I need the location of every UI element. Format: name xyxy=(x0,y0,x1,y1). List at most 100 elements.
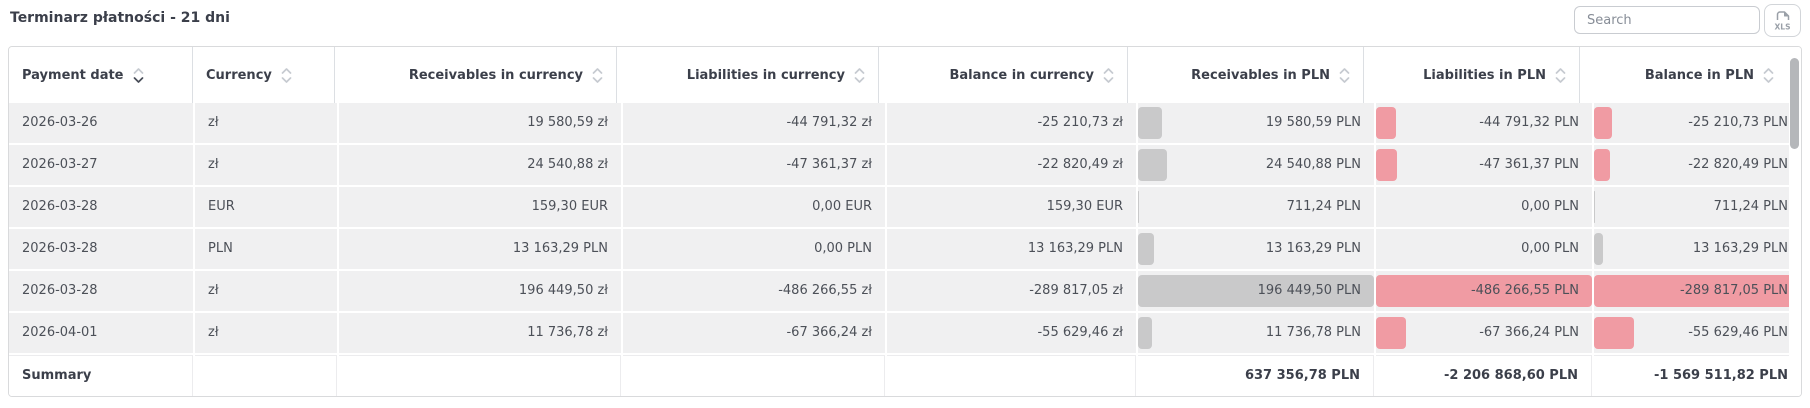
positive-value-bar xyxy=(1594,233,1604,265)
table-row[interactable]: 2026-04-01 zł 11 736,78 zł -67 366,24 zł -55… xyxy=(9,313,1801,355)
cell-value: 711,24 PLN xyxy=(1713,199,1788,214)
chevron-up-icon xyxy=(1339,67,1350,74)
cell-balance-in-pln: -55 629,46 PLN xyxy=(1594,313,1801,353)
cell-liabilities-in-currency: 0,00 PLN xyxy=(623,229,885,269)
column-header-balance-in-pln[interactable]: Balance in PLN xyxy=(1580,47,1787,103)
cell-value: 2026-03-27 xyxy=(22,157,98,172)
cell-payment-date: 2026-04-01 xyxy=(9,313,193,353)
cell-liabilities-in-pln: -67 366,24 PLN xyxy=(1376,313,1592,353)
chevron-down-icon xyxy=(1763,76,1774,83)
xls-export-button[interactable]: XLS xyxy=(1764,4,1801,37)
table-header-row: Payment date Currency Receivables in curre… xyxy=(9,47,1801,103)
column-header-liabilities-in-currency[interactable]: Liabilities in currency xyxy=(617,47,879,103)
cell-balance-in-currency: -289 817,05 zł xyxy=(887,271,1136,311)
negative-value-bar xyxy=(1594,149,1611,181)
xls-file-icon: XLS xyxy=(1775,11,1790,32)
cell-value: -486 266,55 zł xyxy=(778,283,872,298)
column-header-receivables-in-pln[interactable]: Receivables in PLN xyxy=(1128,47,1364,103)
cell-liabilities-in-currency: -67 366,24 zł xyxy=(623,313,885,353)
cell-liabilities-in-currency: -486 266,55 zł xyxy=(623,271,885,311)
column-header-receivables-in-currency[interactable]: Receivables in currency xyxy=(335,47,617,103)
cell-value: -67 366,24 PLN xyxy=(1479,325,1579,340)
column-header-currency[interactable]: Currency xyxy=(193,47,335,103)
chevron-up-icon xyxy=(1555,67,1566,74)
cell-value: 159,30 EUR xyxy=(1046,199,1123,214)
chevron-up-icon xyxy=(1763,67,1774,74)
cell-receivables-in-currency: 196 449,50 zł xyxy=(339,271,621,311)
cell-value: 13 163,29 PLN xyxy=(1692,241,1788,256)
cell-balance-in-pln: -22 820,49 PLN xyxy=(1594,145,1801,185)
sort-icon[interactable] xyxy=(1339,67,1350,83)
cell-value: 11 736,78 zł xyxy=(527,325,608,340)
cell-value: -289 817,05 PLN xyxy=(1679,283,1788,298)
chevron-up-icon xyxy=(592,67,603,74)
cell-balance-in-currency: 13 163,29 PLN xyxy=(887,229,1136,269)
sort-icon[interactable] xyxy=(854,67,865,83)
scrollbar-thumb[interactable] xyxy=(1790,58,1799,149)
cell-value: -47 361,37 PLN xyxy=(1479,157,1579,172)
cell-value: EUR xyxy=(208,199,235,214)
column-label: Currency xyxy=(206,67,272,83)
cell-liabilities-in-pln: -44 791,32 PLN xyxy=(1376,103,1592,143)
cell-value: 196 449,50 PLN xyxy=(1257,283,1361,298)
column-header-balance-in-currency[interactable]: Balance in currency xyxy=(879,47,1128,103)
sort-icon[interactable] xyxy=(281,67,292,83)
cell-balance-in-pln: 711,24 PLN xyxy=(1594,187,1801,227)
column-label: Liabilities in currency xyxy=(686,67,845,83)
chevron-down-icon xyxy=(592,76,603,83)
column-label: Liabilities in PLN xyxy=(1423,67,1546,83)
cell-liabilities-in-pln: -47 361,37 PLN xyxy=(1376,145,1592,185)
column-label: Balance in PLN xyxy=(1644,67,1754,83)
cell-payment-date: 2026-03-27 xyxy=(9,145,193,185)
cell-value: 196 449,50 zł xyxy=(518,283,608,298)
cell-value: 24 540,88 zł xyxy=(527,157,608,172)
cell-liabilities-in-pln: 0,00 PLN xyxy=(1376,229,1592,269)
table-row[interactable]: 2026-03-26 zł 19 580,59 zł -44 791,32 zł -25… xyxy=(9,103,1801,145)
cell-receivables-in-pln: 24 540,88 PLN xyxy=(1138,145,1374,185)
table-row[interactable]: 2026-03-28 EUR 159,30 EUR 0,00 EUR 159,30 EU… xyxy=(9,187,1801,229)
cell-balance-in-currency: -22 820,49 zł xyxy=(887,145,1136,185)
cell-payment-date: 2026-03-28 xyxy=(9,187,193,227)
table-row[interactable]: 2026-03-28 zł 196 449,50 zł -486 266,55 zł -… xyxy=(9,271,1801,313)
positive-value-bar xyxy=(1138,191,1139,223)
chevron-up-icon xyxy=(1103,67,1114,74)
cell-currency: PLN xyxy=(195,229,337,269)
cell-balance-in-pln: -289 817,05 PLN xyxy=(1594,271,1801,311)
summary-label: Summary xyxy=(9,355,193,396)
cell-receivables-in-pln: 711,24 PLN xyxy=(1138,187,1374,227)
cell-currency: zł xyxy=(195,313,337,353)
cell-currency: zł xyxy=(195,145,337,185)
summary-row: Summary 637 356,78 PLN -2 206 868,60 PLN -1… xyxy=(9,355,1801,396)
sort-icon[interactable] xyxy=(592,67,603,83)
cell-receivables-in-currency: 11 736,78 zł xyxy=(339,313,621,353)
column-header-liabilities-in-pln[interactable]: Liabilities in PLN xyxy=(1364,47,1580,103)
chevron-down-icon xyxy=(1339,76,1350,83)
table-row[interactable]: 2026-03-28 PLN 13 163,29 PLN 0,00 PLN 13 163… xyxy=(9,229,1801,271)
cell-value: 11 736,78 PLN xyxy=(1265,325,1361,340)
table-row[interactable]: 2026-03-27 zł 24 540,88 zł -47 361,37 zł -22… xyxy=(9,145,1801,187)
cell-liabilities-in-currency: -44 791,32 zł xyxy=(623,103,885,143)
chevron-down-icon xyxy=(1103,76,1114,83)
cell-liabilities-in-currency: -47 361,37 zł xyxy=(623,145,885,185)
search-input[interactable] xyxy=(1574,6,1760,34)
cell-value: 2026-03-28 xyxy=(22,283,98,298)
vertical-scrollbar[interactable] xyxy=(1789,47,1801,396)
column-label: Receivables in PLN xyxy=(1191,67,1330,83)
cell-value: -55 629,46 PLN xyxy=(1688,325,1788,340)
page-title: Terminarz płatności - 21 dni xyxy=(10,10,230,26)
summary-empty-cell xyxy=(195,355,337,396)
sort-icon[interactable] xyxy=(1103,67,1114,83)
cell-value: 711,24 PLN xyxy=(1286,199,1361,214)
summary-empty-cell xyxy=(339,355,621,396)
column-label: Receivables in currency xyxy=(408,67,583,83)
cell-balance-in-pln: -25 210,73 PLN xyxy=(1594,103,1801,143)
cell-receivables-in-currency: 159,30 EUR xyxy=(339,187,621,227)
summary-receivables-in-pln: 637 356,78 PLN xyxy=(1138,355,1374,396)
sort-icon[interactable] xyxy=(133,67,144,83)
chevron-down-icon xyxy=(854,76,865,83)
cell-balance-in-currency: -55 629,46 zł xyxy=(887,313,1136,353)
sort-icon[interactable] xyxy=(1555,67,1566,83)
sort-icon[interactable] xyxy=(1763,67,1774,83)
column-header-payment-date[interactable]: Payment date xyxy=(9,47,193,103)
cell-value: -44 791,32 PLN xyxy=(1479,115,1579,130)
